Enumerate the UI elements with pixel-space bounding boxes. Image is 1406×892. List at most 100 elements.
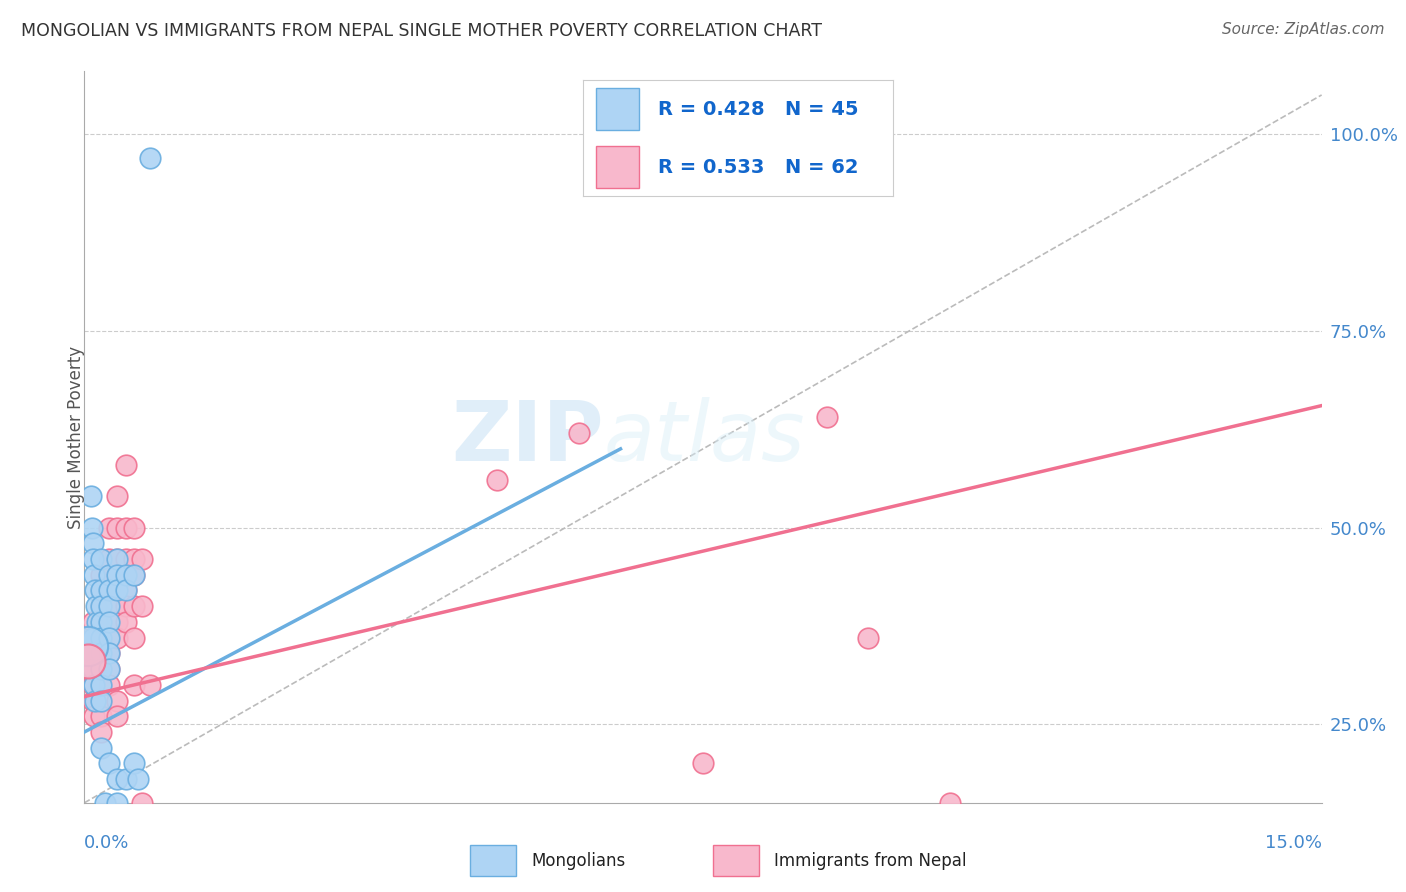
Point — [105, 520, 128, 534]
Point — [90, 567, 112, 582]
Text: MONGOLIAN VS IMMIGRANTS FROM NEPAL SINGLE MOTHER POVERTY CORRELATION CHART: MONGOLIAN VS IMMIGRANTS FROM NEPAL SINGL… — [21, 22, 823, 40]
Text: Mongolians: Mongolians — [531, 852, 626, 870]
Point — [122, 599, 145, 614]
Point — [98, 646, 121, 660]
Point — [80, 520, 103, 534]
Bar — [596, 88, 640, 130]
Text: 15.0%: 15.0% — [1264, 834, 1322, 852]
Point — [90, 552, 112, 566]
Point — [90, 646, 112, 660]
Point — [105, 615, 128, 629]
Point — [98, 615, 121, 629]
Point — [90, 615, 112, 629]
Point — [114, 772, 136, 787]
Point — [90, 678, 112, 692]
Point — [98, 662, 121, 676]
Point — [80, 489, 103, 503]
Point — [939, 796, 962, 810]
Point — [692, 756, 714, 771]
Point — [105, 552, 128, 566]
Point — [90, 583, 112, 598]
Point — [114, 615, 136, 629]
Point — [114, 567, 136, 582]
Point — [98, 615, 121, 629]
Point — [122, 552, 145, 566]
Point — [82, 631, 104, 645]
Point — [485, 473, 508, 487]
Text: Source: ZipAtlas.com: Source: ZipAtlas.com — [1222, 22, 1385, 37]
Point — [98, 583, 121, 598]
Point — [122, 631, 145, 645]
Point — [98, 631, 121, 645]
Point — [98, 520, 121, 534]
Point — [105, 489, 128, 503]
Bar — [470, 846, 516, 876]
Point — [105, 567, 128, 582]
Point — [105, 583, 128, 598]
Point — [90, 662, 112, 676]
Point — [90, 583, 112, 598]
Point — [122, 756, 145, 771]
Point — [139, 678, 162, 692]
Point — [82, 693, 104, 707]
Point — [131, 599, 153, 614]
Point — [139, 151, 162, 165]
Point — [90, 693, 112, 707]
Point — [90, 646, 112, 660]
Point — [90, 709, 112, 723]
Point — [90, 631, 112, 645]
Point — [114, 552, 136, 566]
Point — [98, 756, 121, 771]
Point — [90, 662, 112, 676]
Point — [98, 583, 121, 598]
Point — [114, 583, 136, 598]
Point — [82, 631, 104, 645]
Point — [82, 646, 104, 660]
Point — [98, 567, 121, 582]
Point — [98, 552, 121, 566]
Point — [122, 520, 145, 534]
Point — [84, 599, 107, 614]
Point — [105, 709, 128, 723]
Point — [105, 772, 128, 787]
Point — [82, 662, 104, 676]
Point — [90, 631, 112, 645]
Point — [90, 740, 112, 755]
Point — [86, 615, 108, 629]
Point — [84, 693, 107, 707]
Point — [83, 709, 105, 723]
Bar — [596, 146, 640, 188]
Point — [127, 772, 149, 787]
Point — [98, 631, 121, 645]
Point — [105, 631, 128, 645]
Point — [90, 599, 112, 614]
Point — [122, 567, 145, 582]
Point — [98, 599, 121, 614]
Y-axis label: Single Mother Poverty: Single Mother Poverty — [67, 345, 84, 529]
Point — [105, 552, 128, 566]
Point — [114, 583, 136, 598]
Text: N = 62: N = 62 — [785, 158, 858, 177]
Point — [105, 567, 128, 582]
Point — [114, 458, 136, 472]
Point — [131, 796, 153, 810]
Point — [82, 678, 104, 692]
Text: R = 0.428: R = 0.428 — [658, 100, 765, 119]
Point — [98, 678, 121, 692]
Point — [114, 520, 136, 534]
Point — [83, 678, 105, 692]
Point — [82, 552, 104, 566]
Point — [131, 552, 153, 566]
Point — [98, 662, 121, 676]
Point — [98, 599, 121, 614]
Point — [815, 410, 838, 425]
Point — [90, 615, 112, 629]
Point — [114, 567, 136, 582]
Text: ZIP: ZIP — [451, 397, 605, 477]
Text: atlas: atlas — [605, 397, 806, 477]
Point — [98, 646, 121, 660]
Text: 0.0%: 0.0% — [84, 834, 129, 852]
Point — [105, 693, 128, 707]
Point — [122, 567, 145, 582]
Point — [77, 639, 100, 653]
